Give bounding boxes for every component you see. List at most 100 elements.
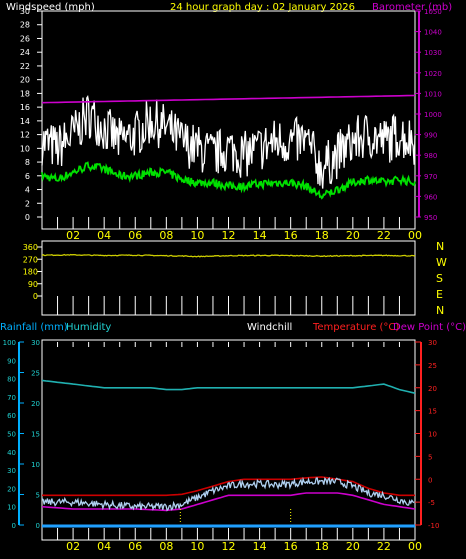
wind-y-label: 2	[25, 199, 30, 208]
temp-y-label: 20	[428, 385, 437, 393]
wind-y-label: 0	[25, 213, 30, 222]
humidity-y-label: 40	[7, 449, 16, 457]
rain-y-label: 0	[36, 522, 40, 530]
temp-y-label: 30	[428, 339, 437, 347]
rain-y-label: 20	[31, 400, 40, 408]
wind-y-label: 10	[20, 144, 30, 153]
baro-y-label: 950	[424, 214, 437, 222]
temperature-line	[42, 476, 415, 497]
dir-y-label: 270	[23, 255, 38, 264]
wind-y-label: 24	[20, 48, 30, 57]
wind-hour-label-18: 18	[315, 229, 329, 242]
humidity-y-label: 80	[7, 376, 16, 384]
wind-y-label: 22	[20, 62, 30, 71]
temp-hour-label-04: 04	[97, 540, 111, 553]
wind-y-label: 4	[25, 186, 30, 195]
temp-y-label: 5	[428, 453, 432, 461]
windchill-header: Windchill	[247, 322, 292, 333]
wind-y-label: 16	[20, 103, 30, 112]
wind-hour-label-02: 02	[66, 229, 80, 242]
wind-hour-label-00: 00	[408, 229, 422, 242]
wind-y-label: 14	[20, 117, 30, 126]
baro-y-label: 1020	[424, 70, 442, 78]
dewpoint-header: Dew Point (°C)	[393, 322, 466, 333]
wind-hour-label-04: 04	[97, 229, 111, 242]
dir-y-label: 360	[23, 243, 38, 252]
temp-y-label: -5	[428, 499, 435, 507]
rainfall-header: Rainfall (mm)	[0, 322, 68, 333]
temp-hour-label-02: 02	[66, 540, 80, 553]
rain-y-label: 10	[31, 461, 40, 469]
barometer-label: Barometer (mb)	[372, 2, 452, 13]
graph-title: 24 hour graph day : 02 January 2026	[170, 2, 355, 13]
temp-hour-label-20: 20	[346, 540, 360, 553]
wind-y-label: 20	[20, 76, 30, 85]
temp-hour-label-10: 10	[190, 540, 204, 553]
humidity-y-label: 90	[7, 357, 16, 365]
rain-y-label: 25	[31, 370, 40, 378]
humidity-y-label: 0	[12, 522, 16, 530]
dir-y-label: 180	[23, 268, 38, 277]
humidity-line	[41, 379, 416, 394]
wind-hour-label-14: 14	[253, 229, 267, 242]
baro-y-label: 960	[424, 193, 437, 201]
wind-hour-label-08: 08	[159, 229, 173, 242]
temp-y-label: 25	[428, 362, 437, 370]
temp-y-label: -10	[428, 522, 439, 530]
dewpoint-line	[41, 492, 416, 512]
dir-label-e: E	[436, 288, 443, 301]
baro-y-label: 970	[424, 173, 437, 181]
temp-hour-label-00: 00	[408, 540, 422, 553]
temp-y-label: 10	[428, 431, 437, 439]
humidity-y-label: 30	[7, 467, 16, 475]
rain-y-label: 5	[36, 492, 40, 500]
windchill-line	[41, 476, 415, 512]
dir-label-n-bottom: N	[436, 304, 444, 317]
baro-y-label: 1010	[424, 90, 442, 98]
avg-wind-line	[41, 161, 416, 200]
wind-y-label: 8	[25, 158, 30, 167]
dir-label-s: S	[436, 272, 443, 285]
wind-hour-label-06: 06	[128, 229, 142, 242]
wind-y-label: 30	[20, 7, 30, 16]
humidity-y-label: 10	[7, 504, 16, 512]
temp-hour-label-14: 14	[253, 540, 267, 553]
wind-hour-label-16: 16	[284, 229, 298, 242]
temp-y-label: 0	[428, 476, 432, 484]
temp-hour-label-18: 18	[315, 540, 329, 553]
barometer-line	[41, 94, 416, 104]
humidity-y-label: 100	[3, 339, 16, 347]
dir-label-w: W	[436, 256, 447, 269]
baro-y-label: 990	[424, 132, 437, 140]
temp-hour-label-22: 22	[377, 540, 391, 553]
wind-y-label: 18	[20, 89, 30, 98]
windspeed-label: Windspeed (mph)	[6, 2, 95, 13]
gust-line	[41, 95, 416, 189]
dir-y-label: 0	[33, 292, 38, 301]
humidity-y-label: 20	[7, 485, 16, 493]
dir-y-label: 90	[28, 280, 38, 289]
wind-y-label: 26	[20, 34, 30, 43]
baro-y-label: 980	[424, 152, 437, 160]
humidity-y-label: 60	[7, 412, 16, 420]
wind-y-label: 28	[20, 21, 30, 30]
wind-hour-label-22: 22	[377, 229, 391, 242]
temp-hour-label-12: 12	[222, 540, 236, 553]
baro-y-label: 1000	[424, 111, 442, 119]
wind-y-label: 12	[20, 131, 30, 140]
temp-hour-label-16: 16	[284, 540, 298, 553]
wind-hour-label-20: 20	[346, 229, 360, 242]
baro-y-label: 1040	[424, 29, 442, 37]
temp-hour-label-08: 08	[159, 540, 173, 553]
humidity-header: Humidity	[66, 322, 111, 333]
rain-y-label: 30	[31, 339, 40, 347]
humidity-y-label: 70	[7, 394, 16, 402]
baro-y-label: 1030	[424, 49, 442, 57]
rain-y-label: 15	[31, 431, 40, 439]
temp-y-label: 15	[428, 408, 437, 416]
wind-direction-line	[41, 253, 416, 258]
temperature-header: Temperature (°C)	[312, 322, 399, 333]
